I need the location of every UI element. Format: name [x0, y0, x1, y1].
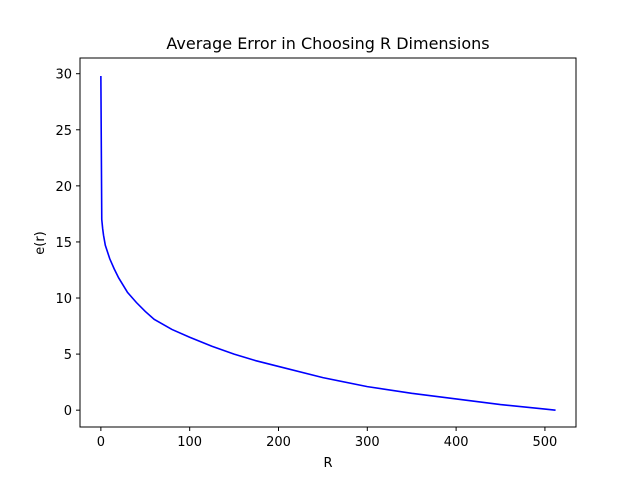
y-tick-label: 20: [55, 180, 72, 195]
y-axis-label: e(r): [33, 231, 48, 255]
x-tick-label: 100: [177, 435, 202, 450]
y-tick-label: 30: [55, 68, 72, 83]
x-tick-label: 0: [97, 435, 105, 450]
y-tick-label: 5: [64, 348, 72, 363]
error-curve-line: [100, 75, 556, 411]
x-axis-label: R: [323, 456, 332, 471]
x-tick-label: 300: [355, 435, 380, 450]
y-tick-label: 25: [55, 124, 72, 139]
x-tick-label: 200: [266, 435, 291, 450]
x-tick-label: 400: [444, 435, 469, 450]
x-axis-ticks: 0 100 200 300 400 500: [97, 427, 558, 450]
y-axis-ticks: 0 5 10 15 20 25 30: [55, 68, 80, 419]
x-tick-label: 500: [533, 435, 558, 450]
chart-title: Average Error in Choosing R Dimensions: [166, 34, 489, 53]
y-tick-label: 0: [64, 404, 72, 419]
plot-frame: [79, 57, 577, 428]
y-tick-label: 10: [55, 292, 72, 307]
y-tick-label: 15: [55, 236, 72, 251]
